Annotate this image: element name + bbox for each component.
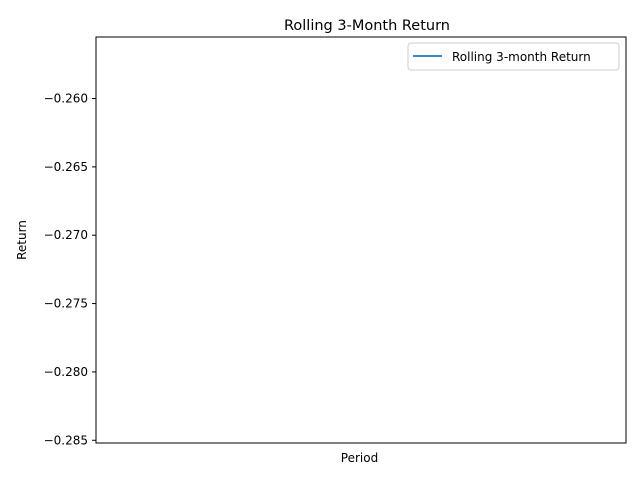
- y-tick-label: −0.275: [44, 297, 88, 311]
- y-tick-label: −0.270: [44, 228, 88, 242]
- chart-title: Rolling 3-Month Return: [284, 18, 450, 34]
- legend: Rolling 3-month Return: [407, 42, 620, 71]
- legend-entry-label: Rolling 3-month Return: [452, 50, 591, 64]
- plot-frame: [95, 36, 627, 444]
- x-axis-label: Period: [341, 451, 378, 465]
- y-axis-label: Return: [15, 220, 29, 260]
- y-tick-label: −0.280: [44, 365, 88, 379]
- y-tick-label: −0.265: [44, 160, 88, 174]
- y-axis: −0.260 −0.265 −0.270 −0.275 −0.280 −0.285: [44, 92, 96, 447]
- plot-area: [95, 36, 627, 444]
- legend-box: [407, 42, 620, 71]
- y-tick-label: −0.285: [44, 433, 88, 447]
- y-tick-label: −0.260: [44, 92, 88, 106]
